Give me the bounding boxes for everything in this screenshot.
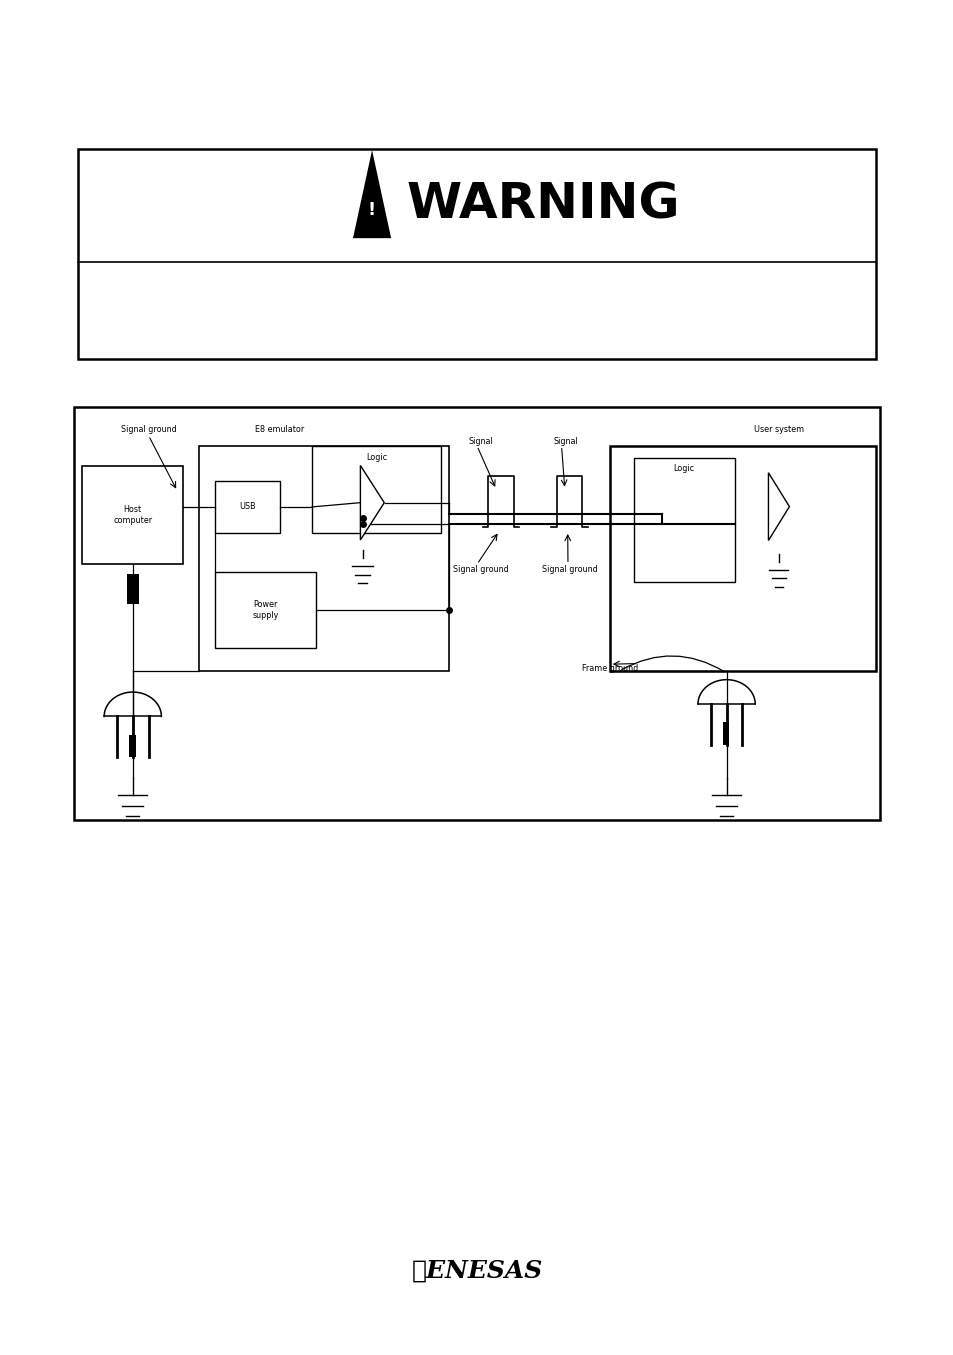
- Text: ℛENESAS: ℛENESAS: [411, 1259, 542, 1283]
- Text: Host
computer: Host computer: [113, 505, 152, 524]
- Bar: [127, 575, 138, 604]
- Text: Frame ground: Frame ground: [581, 664, 638, 673]
- Bar: [215, 481, 279, 533]
- Polygon shape: [360, 466, 384, 539]
- Polygon shape: [353, 150, 391, 238]
- Polygon shape: [767, 473, 788, 541]
- Text: Signal: Signal: [553, 438, 578, 446]
- Bar: [82, 466, 183, 564]
- Text: Signal ground: Signal ground: [120, 424, 176, 434]
- Text: User system: User system: [753, 424, 803, 434]
- Text: USB: USB: [239, 503, 255, 511]
- Bar: [634, 458, 734, 583]
- Bar: [199, 446, 448, 671]
- Bar: [74, 406, 879, 820]
- Text: E8 emulator: E8 emulator: [254, 424, 304, 434]
- Bar: [722, 722, 729, 745]
- Bar: [609, 446, 875, 671]
- Text: Signal ground: Signal ground: [453, 565, 508, 575]
- Bar: [78, 149, 875, 359]
- Text: !: !: [368, 201, 375, 220]
- Text: Power
supply: Power supply: [253, 600, 278, 619]
- Bar: [215, 572, 315, 648]
- Text: WARNING: WARNING: [407, 180, 679, 229]
- Bar: [129, 734, 135, 757]
- Text: Signal: Signal: [468, 438, 493, 446]
- Text: Signal ground: Signal ground: [541, 565, 597, 575]
- Text: Logic: Logic: [365, 453, 387, 462]
- Text: Logic: Logic: [673, 463, 694, 473]
- Bar: [312, 446, 440, 533]
